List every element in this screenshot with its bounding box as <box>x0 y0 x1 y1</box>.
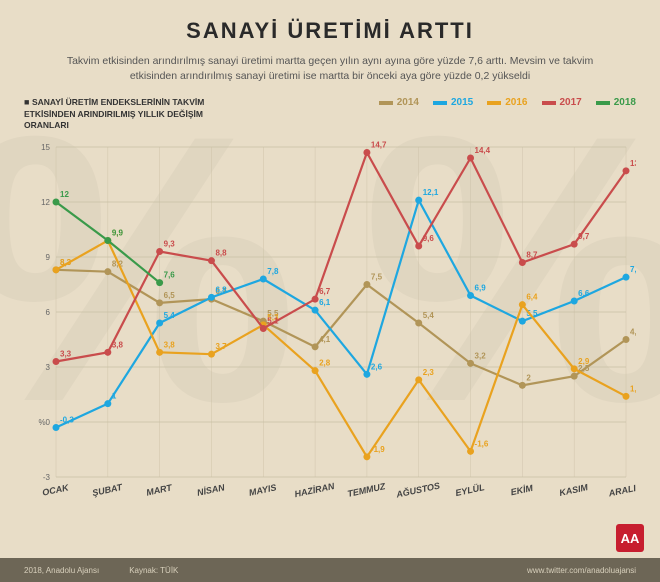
copyright-text: 2018, Anadolu Ajansı <box>24 566 99 575</box>
svg-text:7,5: 7,5 <box>371 273 383 282</box>
page-subtitle: Takvim etkisinden arındırılmış sanayi ür… <box>50 54 610 83</box>
svg-text:9,9: 9,9 <box>112 229 124 238</box>
svg-text:MAYIS: MAYIS <box>248 482 277 498</box>
svg-text:3: 3 <box>46 363 51 372</box>
line-chart: -3%03691215OCAKŞUBATMARTNİSANMAYISHAZİRA… <box>24 137 636 517</box>
legend-item-2014: 2014 <box>379 97 419 108</box>
svg-text:4,1: 4,1 <box>319 335 331 344</box>
svg-text:9,3: 9,3 <box>164 240 176 249</box>
footer: 2018, Anadolu Ajansı Kaynak: TÜİK www.tw… <box>0 558 660 582</box>
svg-text:-3: -3 <box>43 473 51 482</box>
svg-text:%0: %0 <box>38 418 50 427</box>
svg-text:2,3: 2,3 <box>423 368 435 377</box>
svg-text:13,7: 13,7 <box>630 159 636 168</box>
svg-text:8,7: 8,7 <box>526 251 538 260</box>
svg-text:5,1: 5,1 <box>267 317 279 326</box>
svg-text:6,9: 6,9 <box>475 284 487 293</box>
svg-text:7,9: 7,9 <box>630 265 636 274</box>
svg-text:1: 1 <box>112 392 117 401</box>
legend-item-2017: 2017 <box>542 97 582 108</box>
svg-text:6,5: 6,5 <box>164 291 176 300</box>
svg-text:3,7: 3,7 <box>215 342 227 351</box>
page-title: SANAYİ ÜRETİMİ ARTTI <box>24 18 636 44</box>
svg-text:2: 2 <box>526 373 531 382</box>
svg-text:6,8: 6,8 <box>215 285 227 294</box>
svg-text:3,8: 3,8 <box>164 340 176 349</box>
svg-text:3,3: 3,3 <box>60 350 72 359</box>
svg-text:9,7: 9,7 <box>578 232 590 241</box>
source-text: Kaynak: TÜİK <box>129 566 178 575</box>
svg-text:12,1: 12,1 <box>423 188 439 197</box>
svg-text:ARALIK: ARALIK <box>607 481 636 498</box>
svg-text:6,4: 6,4 <box>526 293 538 302</box>
axis-label: SANAYİ ÜRETİM ENDEKSLERİNİN TAKVİM ETKİS… <box>24 97 224 131</box>
svg-text:5,4: 5,4 <box>423 311 435 320</box>
svg-text:6,6: 6,6 <box>578 289 590 298</box>
svg-text:4,5: 4,5 <box>630 328 636 337</box>
svg-text:2,9: 2,9 <box>578 357 590 366</box>
svg-text:-1,6: -1,6 <box>475 439 489 448</box>
legend-item-2015: 2015 <box>433 97 473 108</box>
agency-logo: AA <box>616 524 644 552</box>
svg-text:AĞUSTOS: AĞUSTOS <box>394 480 441 500</box>
svg-text:5,4: 5,4 <box>164 311 176 320</box>
svg-text:6: 6 <box>46 308 51 317</box>
svg-text:6,1: 6,1 <box>319 298 331 307</box>
svg-text:12: 12 <box>60 190 69 199</box>
svg-text:2,8: 2,8 <box>319 359 331 368</box>
svg-text:MART: MART <box>145 482 174 497</box>
svg-text:3,2: 3,2 <box>475 351 487 360</box>
legend-item-2016: 2016 <box>487 97 527 108</box>
svg-text:3,8: 3,8 <box>112 340 124 349</box>
svg-text:6,7: 6,7 <box>319 287 331 296</box>
legend-item-2018: 2018 <box>596 97 636 108</box>
svg-text:ŞUBAT: ŞUBAT <box>91 482 124 498</box>
footer-link: www.twitter.com/anadoluajansi <box>527 566 636 575</box>
svg-text:15: 15 <box>41 143 50 152</box>
svg-text:9,6: 9,6 <box>423 234 435 243</box>
svg-text:9: 9 <box>46 253 51 262</box>
svg-text:2,6: 2,6 <box>371 362 383 371</box>
svg-text:7,6: 7,6 <box>164 271 176 280</box>
svg-text:-1,9: -1,9 <box>371 445 385 454</box>
svg-text:OCAK: OCAK <box>41 482 70 498</box>
svg-text:EYLÜL: EYLÜL <box>454 482 485 498</box>
svg-text:NİSAN: NİSAN <box>196 482 226 498</box>
svg-text:7,8: 7,8 <box>267 267 279 276</box>
svg-text:1,4: 1,4 <box>630 384 636 393</box>
svg-text:EKİM: EKİM <box>510 483 535 498</box>
svg-text:14,7: 14,7 <box>371 141 387 150</box>
svg-text:-0,3: -0,3 <box>60 416 74 425</box>
svg-text:12: 12 <box>41 198 50 207</box>
svg-text:8,3: 8,3 <box>60 258 72 267</box>
svg-text:TEMMUZ: TEMMUZ <box>346 481 386 499</box>
chart-legend: 2014 2015 2016 2017 2018 <box>379 97 636 108</box>
svg-text:14,4: 14,4 <box>475 146 491 155</box>
svg-text:HAZİRAN: HAZİRAN <box>294 481 336 499</box>
svg-text:KASIM: KASIM <box>558 482 589 498</box>
svg-text:8,8: 8,8 <box>215 249 227 258</box>
